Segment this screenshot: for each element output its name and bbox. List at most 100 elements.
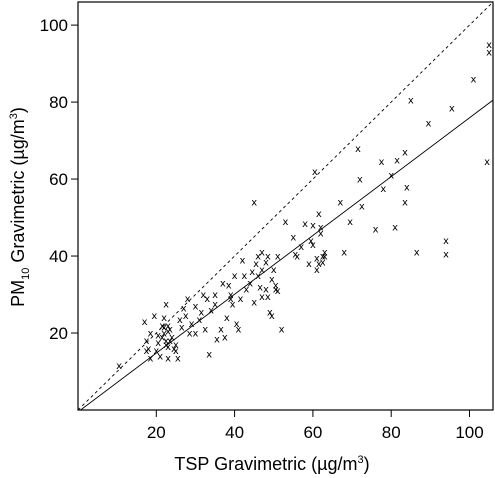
data-point: x bbox=[212, 290, 218, 301]
data-point: x bbox=[265, 252, 271, 263]
data-point: x bbox=[163, 300, 169, 311]
data-point: x bbox=[173, 340, 179, 351]
data-point: x bbox=[208, 305, 214, 316]
x-axis-label-tail: ) bbox=[364, 454, 370, 474]
data-point: x bbox=[161, 329, 167, 340]
data-point: x bbox=[312, 167, 318, 178]
data-point: x bbox=[185, 294, 191, 305]
data-point: x bbox=[408, 96, 414, 107]
data-point: x bbox=[175, 354, 181, 365]
data-point: x bbox=[388, 171, 394, 182]
data-point: x bbox=[222, 332, 228, 343]
data-point: x bbox=[204, 294, 210, 305]
data-point: x bbox=[302, 219, 308, 230]
y-tick-label: 100 bbox=[40, 16, 68, 35]
x-axis-label-sup: 3 bbox=[357, 454, 363, 466]
data-point: x bbox=[322, 248, 328, 259]
x-tick-label: 80 bbox=[382, 423, 401, 442]
data-point: x bbox=[404, 182, 410, 193]
data-point: x bbox=[275, 286, 281, 297]
data-point: x bbox=[161, 313, 167, 324]
y-tick-label: 60 bbox=[49, 170, 68, 189]
data-point: x bbox=[394, 155, 400, 166]
x-tick-label: 20 bbox=[147, 423, 166, 442]
data-point: x bbox=[443, 236, 449, 247]
data-point: x bbox=[198, 307, 204, 318]
x-tick-label: 60 bbox=[303, 423, 322, 442]
x-tick-label: 40 bbox=[225, 423, 244, 442]
data-point: x bbox=[230, 300, 236, 311]
data-point: x bbox=[320, 257, 326, 268]
data-point: x bbox=[165, 354, 171, 365]
data-point: x bbox=[392, 223, 398, 234]
x-axis-label-main: TSP Gravimetric (µg/m bbox=[174, 454, 357, 474]
data-point: x bbox=[147, 329, 153, 340]
data-point: x bbox=[171, 344, 177, 355]
data-point: x bbox=[470, 74, 476, 85]
data-point: x bbox=[189, 319, 195, 330]
data-point: x bbox=[283, 217, 289, 228]
data-point: x bbox=[206, 350, 212, 361]
data-point: x bbox=[249, 267, 255, 278]
data-point: x bbox=[259, 248, 265, 259]
data-point: x bbox=[486, 48, 492, 59]
data-point: x bbox=[306, 259, 312, 270]
data-point: x bbox=[269, 275, 275, 286]
data-point: x bbox=[147, 354, 153, 365]
data-point: x bbox=[318, 223, 324, 234]
data-point: x bbox=[173, 346, 179, 357]
data-point: x bbox=[265, 292, 271, 303]
data-point: x bbox=[341, 248, 347, 259]
data-point: x bbox=[165, 327, 171, 338]
data-point: x bbox=[163, 336, 169, 347]
data-point: x bbox=[279, 325, 285, 336]
data-point: x bbox=[347, 217, 353, 228]
y-axis-label-sub: 10 bbox=[20, 268, 32, 280]
data-point: x bbox=[144, 346, 150, 357]
data-point: x bbox=[263, 284, 269, 295]
y-axis-label: PM10 Gravimetric (µg/m3) bbox=[8, 107, 32, 307]
data-point: x bbox=[292, 250, 298, 261]
data-point: x bbox=[271, 265, 277, 276]
data-point: x bbox=[159, 321, 165, 332]
data-point: x bbox=[314, 253, 320, 264]
regression-line bbox=[79, 99, 493, 410]
data-point: x bbox=[228, 290, 234, 301]
y-axis-label-pre: PM bbox=[8, 280, 28, 307]
data-point: x bbox=[310, 221, 316, 232]
data-point: x bbox=[236, 325, 242, 336]
data-point: x bbox=[402, 148, 408, 159]
data-point: x bbox=[226, 280, 232, 291]
data-point: x bbox=[224, 313, 230, 324]
data-point: x bbox=[243, 284, 249, 295]
data-point: x bbox=[290, 232, 296, 243]
data-point: x bbox=[155, 338, 161, 349]
x-axis-label: TSP Gravimetric (µg/m3) bbox=[174, 454, 369, 474]
data-point: x bbox=[316, 259, 322, 270]
data-point: x bbox=[214, 334, 220, 345]
data-point: x bbox=[443, 250, 449, 261]
data-point: x bbox=[218, 325, 224, 336]
data-point: x bbox=[142, 317, 148, 328]
y-axis: 20 40 60 80 100 bbox=[40, 16, 78, 343]
data-point: x bbox=[151, 311, 157, 322]
data-point: x bbox=[167, 325, 173, 336]
data-point: x bbox=[238, 294, 244, 305]
data-point: x bbox=[241, 271, 247, 282]
data-point: x bbox=[263, 257, 269, 268]
data-point: x bbox=[251, 198, 257, 209]
data-point: x bbox=[484, 157, 490, 168]
data-point: x bbox=[212, 300, 218, 311]
y-tick-label: 20 bbox=[49, 324, 68, 343]
data-point: x bbox=[255, 271, 261, 282]
data-point: x bbox=[196, 315, 202, 326]
data-point: x bbox=[373, 225, 379, 236]
data-point: x bbox=[232, 271, 238, 282]
data-point: x bbox=[181, 304, 187, 315]
data-point: x bbox=[234, 319, 240, 330]
data-point: x bbox=[202, 325, 208, 336]
y-axis-label-sup: 3 bbox=[8, 113, 20, 119]
data-point: x bbox=[200, 290, 206, 301]
data-point: x bbox=[355, 144, 361, 155]
